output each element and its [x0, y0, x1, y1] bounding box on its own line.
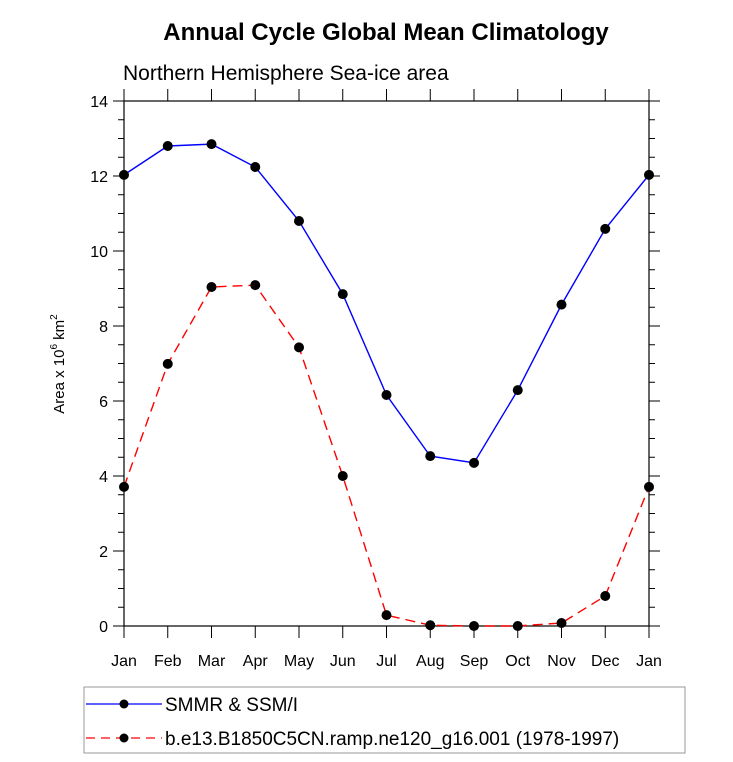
x-tick-label: Sep — [460, 653, 489, 670]
data-point — [119, 481, 129, 492]
data-point — [469, 457, 479, 468]
x-tick-label: Nov — [547, 653, 575, 670]
x-tick-label: Jan — [636, 653, 662, 670]
data-point — [381, 390, 392, 400]
y-tick-label: 12 — [90, 169, 108, 186]
data-point — [425, 451, 436, 462]
data-point — [294, 216, 304, 226]
series-line-1 — [123, 284, 650, 627]
y-tick-label: 8 — [99, 319, 108, 336]
legend-box — [83, 686, 686, 754]
data-point — [250, 162, 261, 172]
x-tick-label: Aug — [416, 653, 444, 670]
data-point — [512, 385, 523, 396]
x-tick-label: May — [284, 653, 314, 670]
data-point — [600, 223, 611, 234]
x-tick-label: Feb — [154, 653, 182, 670]
legend-label-model: b.e13.B1850C5CN.ramp.ne120_g16.001 (1978… — [165, 729, 619, 750]
chart-title: Annual Cycle Global Mean Climatology — [163, 19, 609, 46]
data-point — [337, 289, 348, 300]
data-point — [556, 618, 567, 628]
x-tick-label: Oct — [505, 653, 530, 670]
data-point — [206, 139, 217, 150]
legend-marker-observed — [119, 699, 129, 709]
y-tick-label: 6 — [99, 394, 108, 411]
series-group — [119, 139, 654, 631]
y-tick-label: 14 — [90, 94, 108, 111]
y-tick-label: 4 — [99, 469, 108, 486]
data-point — [512, 621, 523, 631]
data-point — [644, 481, 654, 492]
data-point — [600, 591, 611, 601]
data-point — [425, 620, 436, 631]
legend-label-observed: SMMR & SSM/I — [165, 695, 298, 716]
x-tick-label: Jan — [111, 653, 137, 670]
data-point — [162, 358, 173, 369]
x-tick-label: Mar — [198, 653, 226, 670]
data-point — [250, 280, 261, 291]
chart-subtitle: Northern Hemisphere Sea-ice area — [123, 62, 449, 85]
data-point — [556, 299, 567, 310]
data-point — [381, 610, 392, 621]
y-tick-label: 0 — [99, 619, 108, 636]
legend: SMMR & SSM/I b.e13.B1850C5CN.ramp.ne120_… — [83, 686, 686, 754]
x-tick-label: Apr — [243, 653, 269, 670]
x-tick-label: Dec — [591, 653, 619, 670]
data-point — [206, 282, 217, 292]
data-point — [162, 141, 173, 151]
x-tick-label: Jun — [330, 653, 356, 670]
y-tick-label: 10 — [90, 244, 108, 261]
x-tick-label: Jul — [376, 653, 396, 670]
y-tick-label: 2 — [99, 544, 108, 561]
plot-frame — [123, 100, 650, 627]
data-point — [294, 342, 304, 353]
y-axis-label: Area x 106 km2 — [49, 314, 68, 414]
legend-marker-model — [119, 733, 129, 743]
data-point — [644, 169, 654, 180]
data-point — [119, 169, 129, 180]
data-point — [337, 471, 348, 481]
y-axis-ticks: 0 2 4 6 8 10 12 14 — [90, 94, 660, 636]
data-point — [469, 621, 479, 631]
x-axis-ticks: Jan Feb Mar Apr May Jun Jul Aug Sep Oct Nov Dec Jan — [111, 89, 662, 670]
